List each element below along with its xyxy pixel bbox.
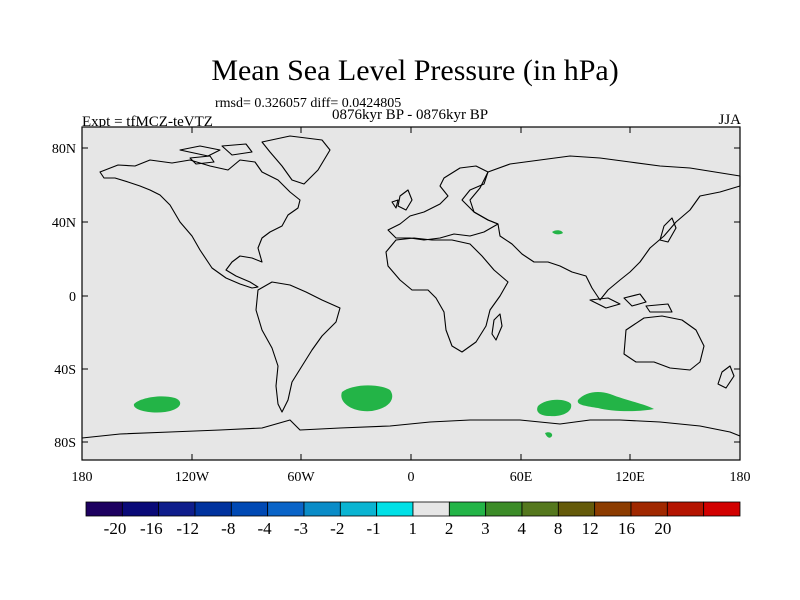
colorbar-label: -3: [294, 519, 308, 538]
colorbar-swatch: [230, 501, 269, 517]
colorbar-label: 16: [618, 519, 635, 538]
antarctica-coast: [81, 419, 741, 439]
colorbar-label: 4: [518, 519, 527, 538]
colorbar-label: 12: [582, 519, 599, 538]
lat-label: 40S: [54, 363, 76, 378]
colorbar-swatch: [412, 501, 450, 517]
colorbar-swatch: [303, 501, 341, 517]
lon-label: 120W: [175, 470, 210, 485]
colorbar-label: -16: [140, 519, 163, 538]
colorbar-swatch: [594, 501, 632, 517]
british-isles: [391, 189, 413, 211]
stats-label: rmsd= 0.326057 diff= 0.0424805: [215, 96, 401, 111]
anomaly-indian-west: [537, 399, 572, 417]
colorbar-swatch: [158, 501, 196, 517]
season-label: JJA: [718, 112, 741, 128]
colorbar-label: -8: [221, 519, 235, 538]
colorbar-swatch: [267, 501, 305, 517]
colorbar-swatch: [448, 501, 487, 517]
lon-label: 60W: [287, 470, 315, 485]
arctic-islands: [179, 143, 253, 165]
colorbar-label: -2: [330, 519, 344, 538]
colorbar-label: 3: [481, 519, 490, 538]
colorbar-swatch: [121, 501, 160, 517]
lat-axis: [82, 147, 740, 443]
japan-coast: [659, 217, 677, 243]
colorbar-label: -1: [366, 519, 380, 538]
europe-coast: [387, 165, 499, 241]
colorbar-label: 1: [409, 519, 418, 538]
south-america-coast: [255, 281, 341, 413]
australia-coast: [623, 315, 705, 371]
lat-label: 40N: [52, 216, 76, 231]
chart-title: Mean Sea Level Pressure (in hPa): [211, 54, 618, 87]
colorbar-swatch: [376, 501, 414, 517]
lat-label: 80N: [52, 142, 76, 157]
africa-coast: [385, 237, 509, 353]
lon-label: 120E: [615, 470, 645, 485]
anomaly-south-pacific: [133, 396, 181, 413]
colorbar-swatch: [339, 501, 378, 517]
lon-labels: 180 120W 60W 0 60E 120E 180: [72, 470, 751, 485]
colorbar-swatch: [557, 501, 596, 517]
colorbar-labels: -20 -16 -12 -8 -4 -3 -2 -1 1 2 3 4 8 12 16 20: [104, 519, 672, 538]
lon-axis: [81, 127, 741, 460]
colorbar-swatch: [485, 501, 523, 517]
colorbar-swatch: [630, 501, 668, 517]
colorbar-swatch: [521, 501, 559, 517]
experiment-label: Expt = tfMCZ-teVTZ: [82, 114, 213, 130]
madagascar-coast: [491, 313, 503, 341]
colorbar-swatch: [85, 501, 123, 517]
lon-label: 60E: [510, 470, 533, 485]
anomaly-central-asia: [552, 230, 563, 235]
coastlines: [81, 135, 741, 439]
lat-labels: 80N 40N 0 40S 80S: [52, 142, 76, 451]
colorbar-label: -12: [176, 519, 199, 538]
asia-coast: [469, 155, 741, 301]
indonesia-coast: [589, 293, 673, 313]
colorbar: [85, 501, 741, 517]
lat-label: 80S: [54, 436, 76, 451]
greenland-coast: [261, 135, 331, 185]
lat-label: 0: [69, 290, 76, 305]
colorbar-label: -20: [104, 519, 127, 538]
colorbar-label: -4: [257, 519, 272, 538]
anomaly-antarctic-coast: [545, 432, 553, 438]
colorbar-label: 8: [554, 519, 563, 538]
lon-label: 180: [730, 470, 751, 485]
new-zealand-coast: [717, 365, 735, 389]
anomaly-layer: [133, 230, 654, 438]
north-america-coast: [99, 159, 301, 289]
lon-label: 180: [72, 470, 93, 485]
colorbar-label: 20: [654, 519, 671, 538]
colorbar-swatch: [194, 501, 232, 517]
anomaly-south-atlantic: [341, 385, 393, 412]
anomaly-indian-east: [577, 392, 654, 412]
colorbar-swatch: [703, 501, 741, 517]
period-label: 0876kyr BP - 0876kyr BP: [332, 107, 488, 123]
colorbar-swatch: [666, 501, 705, 517]
colorbar-label: 2: [445, 519, 454, 538]
lon-label: 0: [408, 470, 415, 485]
